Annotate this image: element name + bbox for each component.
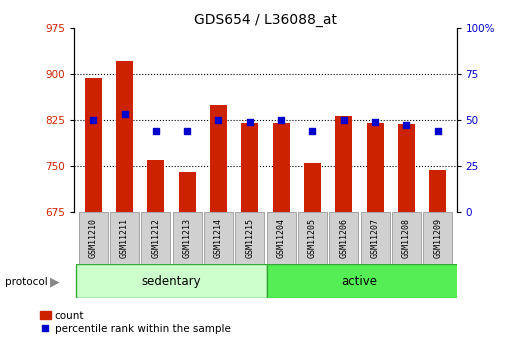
Bar xyxy=(179,172,196,212)
Text: GSM11212: GSM11212 xyxy=(151,218,161,258)
Bar xyxy=(272,123,290,212)
Text: sedentary: sedentary xyxy=(142,275,201,288)
Point xyxy=(371,119,379,125)
Bar xyxy=(147,160,165,212)
Bar xyxy=(429,170,446,212)
Text: ▶: ▶ xyxy=(50,275,60,288)
Bar xyxy=(173,212,202,264)
Bar xyxy=(235,212,264,264)
Point xyxy=(121,111,129,117)
Bar xyxy=(210,105,227,212)
Text: active: active xyxy=(342,275,378,288)
Bar xyxy=(398,124,415,212)
Text: GSM11210: GSM11210 xyxy=(89,218,97,258)
Point xyxy=(340,117,348,122)
Bar xyxy=(366,123,384,212)
Bar xyxy=(76,264,267,298)
Bar xyxy=(423,212,452,264)
Bar xyxy=(335,116,352,212)
Text: GSM11207: GSM11207 xyxy=(370,218,380,258)
Point xyxy=(308,128,317,134)
Bar xyxy=(116,61,133,212)
Bar xyxy=(267,264,458,298)
Text: GSM11213: GSM11213 xyxy=(183,218,192,258)
Point xyxy=(246,119,254,125)
Point xyxy=(89,117,97,122)
Bar xyxy=(204,212,233,264)
Text: GSM11211: GSM11211 xyxy=(120,218,129,258)
Text: GSM11209: GSM11209 xyxy=(433,218,442,258)
Text: GSM11205: GSM11205 xyxy=(308,218,317,258)
Point xyxy=(433,128,442,134)
Point xyxy=(183,128,191,134)
Point xyxy=(277,117,285,122)
Bar xyxy=(85,78,102,212)
Text: GSM11215: GSM11215 xyxy=(245,218,254,258)
Title: GDS654 / L36088_at: GDS654 / L36088_at xyxy=(194,12,337,27)
Text: GSM11206: GSM11206 xyxy=(339,218,348,258)
Bar xyxy=(298,212,327,264)
Bar xyxy=(392,212,421,264)
Text: GSM11214: GSM11214 xyxy=(214,218,223,258)
Bar xyxy=(267,212,295,264)
Bar xyxy=(110,212,139,264)
Bar xyxy=(241,123,259,212)
Text: GSM11208: GSM11208 xyxy=(402,218,411,258)
Text: GSM11204: GSM11204 xyxy=(277,218,286,258)
Bar xyxy=(304,163,321,212)
Bar xyxy=(361,212,389,264)
Bar xyxy=(79,212,108,264)
Text: protocol: protocol xyxy=(5,277,48,287)
Point xyxy=(152,128,160,134)
Bar xyxy=(329,212,358,264)
Point xyxy=(214,117,223,122)
Bar xyxy=(142,212,170,264)
Legend: count, percentile rank within the sample: count, percentile rank within the sample xyxy=(36,307,235,338)
Point xyxy=(402,123,410,128)
